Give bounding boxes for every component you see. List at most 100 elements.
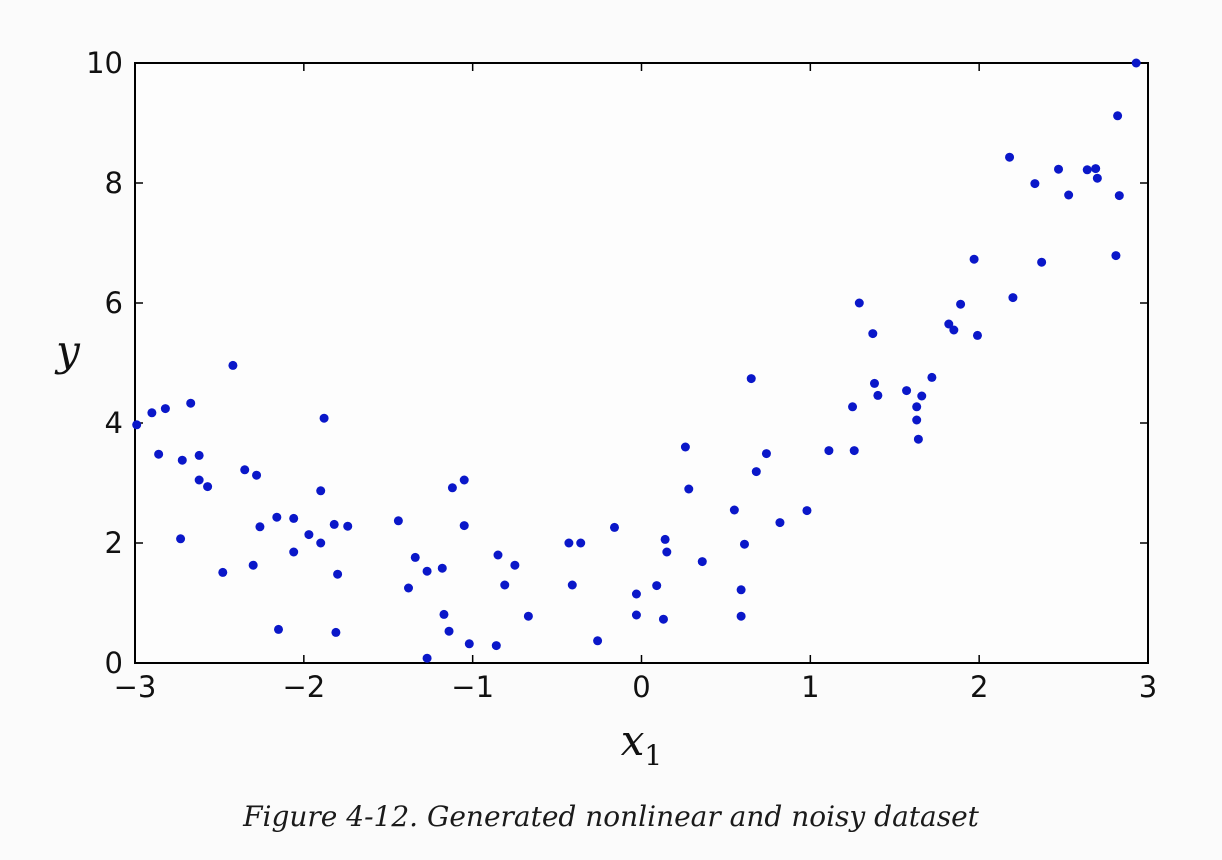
data-point <box>658 614 668 624</box>
data-point <box>304 530 314 540</box>
x-axis-label-main: x <box>621 716 645 765</box>
data-point <box>631 610 641 620</box>
data-point <box>631 589 641 599</box>
data-point <box>739 539 749 549</box>
data-point <box>186 398 196 408</box>
data-point <box>944 319 954 329</box>
data-point <box>289 547 299 557</box>
data-point <box>1131 58 1141 68</box>
data-point <box>289 513 299 523</box>
data-point <box>848 402 858 412</box>
data-point <box>1054 164 1064 174</box>
data-point <box>868 329 878 339</box>
data-point <box>662 547 672 557</box>
data-point <box>736 585 746 595</box>
data-point <box>493 550 503 560</box>
data-point <box>459 521 469 531</box>
x-axis-label: x1 <box>621 716 663 772</box>
x-axis-label-subscript: 1 <box>644 739 662 772</box>
data-point <box>422 653 432 663</box>
x-tick-label: −1 <box>451 670 494 704</box>
data-point <box>343 521 353 531</box>
data-point <box>329 519 339 529</box>
data-points <box>132 58 1141 663</box>
data-point <box>567 580 577 590</box>
data-point <box>1008 293 1018 303</box>
plot-area <box>134 62 1149 664</box>
figure-caption: Figure 4-12. Generated nonlinear and noi… <box>243 800 979 833</box>
data-point <box>849 446 859 456</box>
data-point <box>194 450 204 460</box>
data-point <box>869 378 879 388</box>
data-point <box>523 611 533 621</box>
data-point <box>913 434 923 444</box>
data-point <box>1030 179 1040 189</box>
data-point <box>697 557 707 567</box>
y-axis-label: y <box>54 326 81 375</box>
data-point <box>660 534 670 544</box>
data-point <box>177 455 187 465</box>
data-point <box>154 449 164 459</box>
data-point <box>272 512 282 522</box>
data-point <box>240 465 250 475</box>
data-point <box>333 569 343 579</box>
x-tick-label: 2 <box>970 670 988 704</box>
data-point <box>729 505 739 515</box>
data-point <box>319 413 329 423</box>
data-point <box>316 538 326 548</box>
data-point <box>969 254 979 264</box>
data-point <box>1005 152 1015 162</box>
data-point <box>917 391 927 401</box>
data-point <box>510 560 520 570</box>
data-point <box>609 522 619 532</box>
data-point <box>491 641 501 651</box>
data-point <box>802 506 812 516</box>
y-tick-label: 6 <box>105 286 123 320</box>
data-point <box>1113 111 1123 121</box>
data-point <box>949 325 959 335</box>
data-point <box>132 420 142 430</box>
data-point <box>447 483 457 493</box>
data-point <box>1111 251 1121 261</box>
data-point <box>459 475 469 485</box>
x-tick-label: −2 <box>282 670 325 704</box>
data-point <box>761 449 771 459</box>
data-point <box>912 415 922 425</box>
data-point <box>746 374 756 384</box>
x-tick-label: 0 <box>632 670 650 704</box>
data-point <box>564 538 574 548</box>
data-point <box>736 611 746 621</box>
data-point <box>252 470 262 480</box>
data-point <box>775 518 785 528</box>
axis-ticks <box>134 62 1149 664</box>
data-point <box>203 482 213 492</box>
data-point <box>316 486 326 496</box>
data-point <box>147 408 157 418</box>
data-point <box>1037 257 1047 267</box>
data-point <box>680 442 690 452</box>
data-point <box>439 609 449 619</box>
data-point <box>176 534 186 544</box>
x-tick-label: 3 <box>1139 670 1157 704</box>
data-point <box>956 299 966 309</box>
data-point <box>410 552 420 562</box>
data-point <box>422 566 432 576</box>
y-tick-label: 10 <box>86 46 123 80</box>
data-point <box>255 522 265 532</box>
data-point <box>194 475 204 485</box>
data-point <box>437 563 447 573</box>
data-point <box>1114 191 1124 201</box>
data-point <box>824 446 834 456</box>
data-point <box>444 626 454 636</box>
data-point <box>464 639 474 649</box>
data-point <box>576 538 586 548</box>
data-point <box>652 581 662 591</box>
data-point <box>500 580 510 590</box>
data-point <box>684 484 694 494</box>
data-point <box>1064 190 1074 200</box>
data-point <box>927 372 937 382</box>
data-point <box>274 624 284 634</box>
data-point <box>751 467 761 477</box>
